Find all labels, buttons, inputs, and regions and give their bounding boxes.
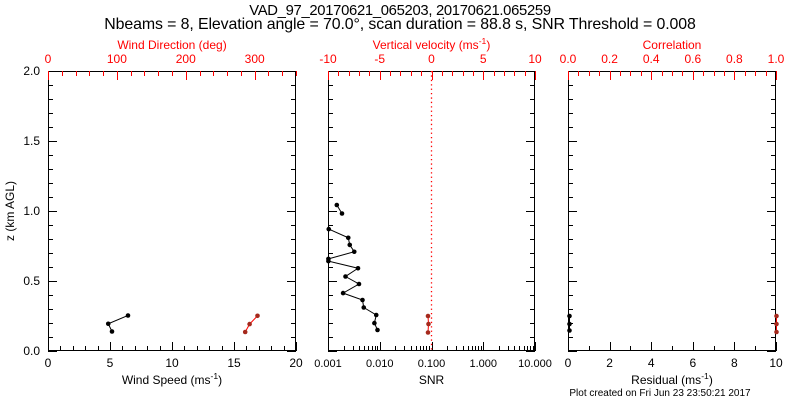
svg-text:0.2: 0.2 — [601, 52, 618, 66]
svg-text:Nbeams = 8, Elevation angle =: Nbeams = 8, Elevation angle = 70.0°, sca… — [104, 16, 696, 33]
svg-text:Residual (ms-1): Residual (ms-1) — [631, 371, 713, 387]
svg-text:4: 4 — [648, 356, 655, 370]
svg-text:2: 2 — [606, 356, 613, 370]
svg-text:8: 8 — [731, 356, 738, 370]
svg-text:Wind Direction (deg): Wind Direction (deg) — [117, 38, 226, 52]
svg-text:0: 0 — [45, 52, 52, 66]
svg-text:100: 100 — [107, 52, 127, 66]
svg-text:0.0: 0.0 — [23, 344, 40, 358]
svg-text:2.0: 2.0 — [23, 64, 40, 78]
svg-text:6: 6 — [689, 356, 696, 370]
svg-text:SNR: SNR — [419, 373, 445, 387]
svg-text:0.100: 0.100 — [418, 358, 446, 370]
svg-text:5: 5 — [480, 52, 487, 66]
svg-text:0: 0 — [45, 356, 52, 370]
svg-text:-10: -10 — [319, 52, 337, 66]
svg-text:10.000: 10.000 — [518, 358, 552, 370]
svg-text:15: 15 — [227, 356, 241, 370]
svg-text:5: 5 — [107, 356, 114, 370]
svg-text:0: 0 — [565, 356, 572, 370]
svg-text:20: 20 — [289, 356, 303, 370]
svg-text:-5: -5 — [374, 52, 385, 66]
svg-text:Correlation: Correlation — [643, 38, 702, 52]
svg-text:0.6: 0.6 — [684, 52, 701, 66]
svg-text:1.0: 1.0 — [23, 204, 40, 218]
svg-text:300: 300 — [245, 52, 265, 66]
svg-text:10: 10 — [528, 52, 542, 66]
svg-text:1.5: 1.5 — [23, 134, 40, 148]
svg-text:1.0: 1.0 — [768, 52, 785, 66]
svg-text:0.4: 0.4 — [643, 52, 660, 66]
svg-text:Vertical velocity (ms-1): Vertical velocity (ms-1) — [373, 36, 491, 52]
svg-text:0.0: 0.0 — [560, 52, 577, 66]
svg-text:0.001: 0.001 — [314, 358, 342, 370]
svg-text:200: 200 — [176, 52, 196, 66]
svg-text:10: 10 — [165, 356, 179, 370]
svg-text:0.010: 0.010 — [366, 358, 394, 370]
svg-text:10: 10 — [769, 356, 783, 370]
svg-text:1.000: 1.000 — [469, 358, 497, 370]
svg-text:0.8: 0.8 — [726, 52, 743, 66]
svg-text:z (km AGL): z (km AGL) — [3, 181, 17, 241]
svg-text:0.5: 0.5 — [23, 274, 40, 288]
svg-text:Wind Speed (ms-1): Wind Speed (ms-1) — [122, 371, 222, 387]
svg-text:Plot created on Fri Jun 23 23:: Plot created on Fri Jun 23 23:50:21 2017 — [569, 388, 751, 399]
svg-text:0: 0 — [428, 52, 435, 66]
